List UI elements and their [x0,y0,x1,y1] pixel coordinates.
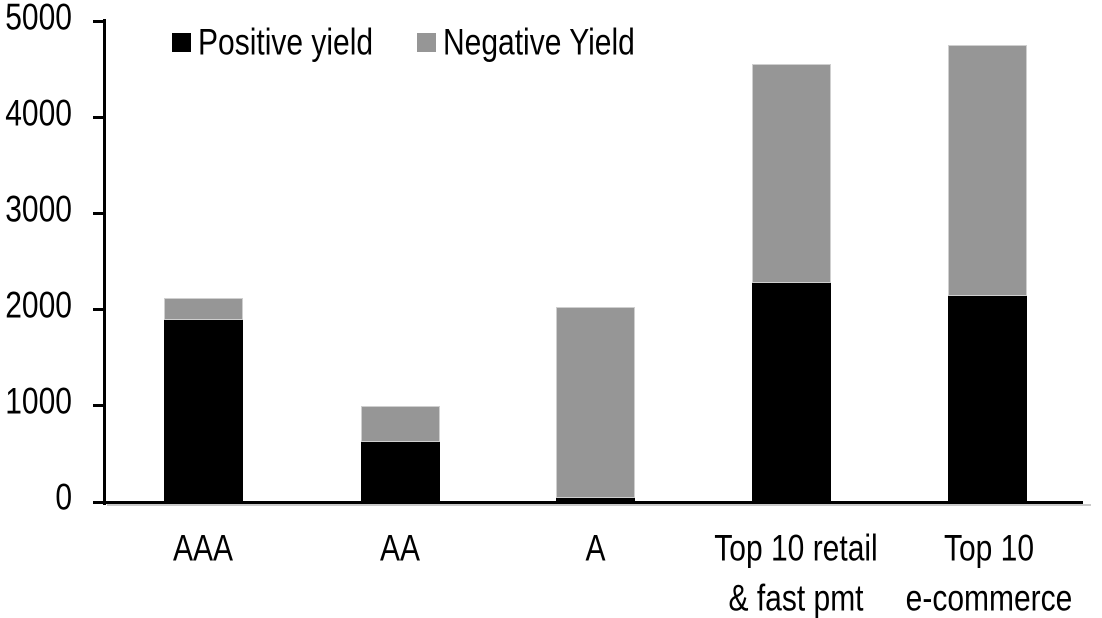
y-tick-label: 1000 [5,380,72,422]
x-category-label: A [585,527,606,569]
bar-segment-negative-yield [948,45,1027,296]
y-axis-tick [93,404,103,408]
positive-yield-swatch-icon [172,32,191,52]
bar-segment-positive-yield [556,498,635,503]
legend-item-negative-yield: Negative Yield [417,21,635,63]
legend-label-positive-yield: Positive yield [198,21,374,63]
y-tick-label: 3000 [5,188,72,230]
legend-label-negative-yield: Negative Yield [443,21,635,63]
y-tick-label: 5000 [5,0,72,38]
bar-segment-negative-yield [752,63,831,283]
x-category-label: AA [379,527,421,569]
bar-segment-negative-yield [360,405,440,443]
y-axis-tick [93,116,103,120]
negative-yield-swatch-icon [417,32,436,52]
y-axis-tick [93,500,103,504]
y-axis-line [103,19,106,505]
y-axis-tick [93,308,103,312]
bar-segment-negative-yield [556,307,635,499]
bar-segment-negative-yield [164,298,243,321]
y-tick-label: 4000 [5,92,72,134]
bar-segment-positive-yield [164,320,243,503]
legend-item-positive-yield: Positive yield [172,21,374,63]
y-tick-label: 2000 [5,284,72,326]
bar-segment-positive-yield [948,295,1027,503]
y-tick-label: 0 [55,476,72,518]
bar-segment-positive-yield [752,282,831,503]
x-category-label: Top 10 retail & fast pmt [714,527,878,618]
x-category-label: Top 10 e-commerce [905,527,1073,618]
y-axis-tick [93,212,103,216]
x-category-label: AAA [172,527,234,569]
x-axis-shadow [107,504,1091,506]
bar-segment-positive-yield [360,442,440,503]
y-axis-tick [93,20,103,23]
